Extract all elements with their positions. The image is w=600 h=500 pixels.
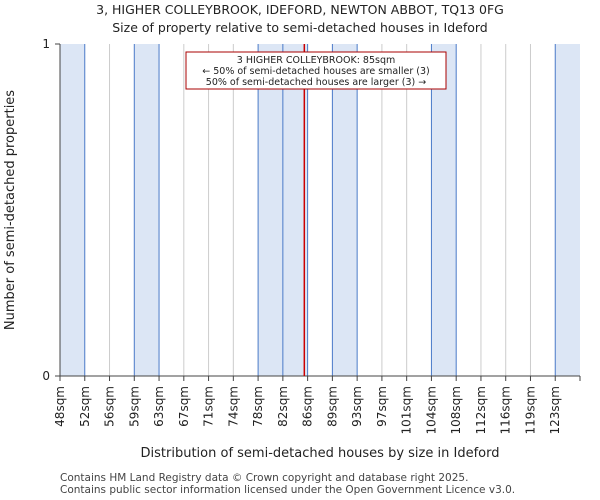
x-axis-title: Distribution of semi-detached houses by …: [141, 446, 500, 461]
x-tick-label: 112sqm: [474, 386, 488, 434]
annotation-box: [185, 51, 447, 90]
bar-48sqm: [60, 44, 85, 376]
x-tick-label: 74sqm: [226, 386, 240, 427]
x-tick-label: 116sqm: [499, 386, 513, 434]
x-tick-label: 52sqm: [78, 386, 92, 427]
x-tick-label: 48sqm: [53, 386, 67, 427]
chart-title-subtitle: Size of property relative to semi-detach…: [112, 20, 488, 35]
x-tick-label: 101sqm: [400, 386, 414, 434]
annotation-line-2: ← 50% of semi-detached houses are smalle…: [202, 66, 430, 77]
x-tick-label: 119sqm: [523, 386, 537, 434]
footer-copyright: Contains HM Land Registry data © Crown c…: [60, 472, 469, 484]
bar-104sqm: [431, 44, 457, 376]
y-tick-label: 1: [42, 37, 50, 51]
x-tick-label: 67sqm: [177, 386, 191, 427]
x-tick-label: 108sqm: [449, 386, 463, 434]
x-tick-label: 123sqm: [548, 386, 562, 434]
annotation-line-3: 50% of semi-detached houses are larger (…: [206, 77, 426, 88]
bar-59sqm: [134, 44, 160, 376]
x-tick-label: 59sqm: [127, 386, 141, 427]
x-tick-label: 56sqm: [103, 386, 117, 427]
x-tick-label: 89sqm: [325, 386, 339, 427]
x-tick-label: 82sqm: [276, 386, 290, 427]
x-tick-label: 78sqm: [251, 386, 265, 427]
bar-82sqm: [282, 44, 308, 376]
bar-123sqm: [555, 44, 580, 376]
x-tick-label: 97sqm: [375, 386, 389, 427]
footer-licence: Contains public sector information licen…: [60, 484, 516, 496]
x-tick-label: 104sqm: [424, 386, 438, 434]
x-tick-label: 63sqm: [152, 386, 166, 427]
histogram-chart: 0 1 48sqm 52sqm 56sqm 59sqm 63sqm 67sqm 71sqm 74s…: [3, 37, 581, 461]
annotation-line-1: 3 HIGHER COLLEYBROOK: 85sqm: [237, 55, 396, 66]
chart-title-address: 3, HIGHER COLLEYBROOK, IDEFORD, NEWTON A…: [96, 2, 504, 17]
y-axis-title: Number of semi-detached properties: [3, 90, 18, 330]
x-tick-label: 71sqm: [202, 386, 216, 427]
y-tick-label: 0: [42, 369, 50, 383]
x-tick-label: 86sqm: [301, 386, 315, 427]
bar-89sqm: [332, 44, 358, 376]
x-tick-label: 93sqm: [350, 386, 364, 427]
bar-78sqm: [258, 44, 283, 376]
